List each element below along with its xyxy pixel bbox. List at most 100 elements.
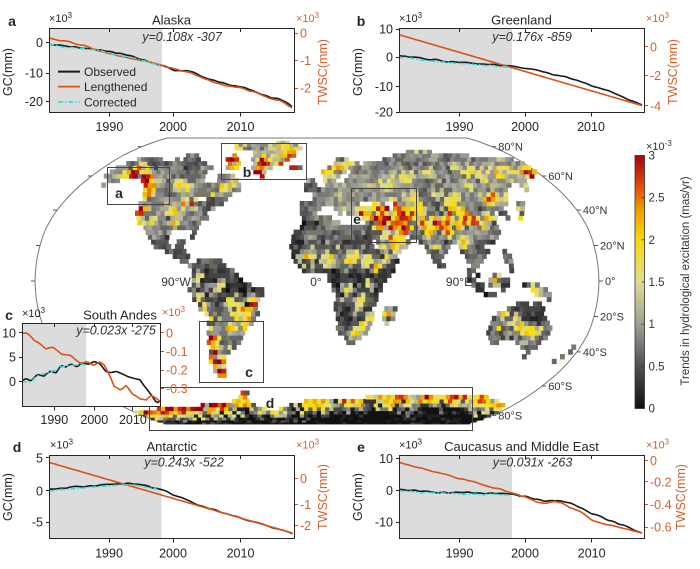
svg-text:2010: 2010 <box>578 547 606 561</box>
svg-text:90°W: 90°W <box>161 275 191 289</box>
svg-text:×103: ×103 <box>50 438 74 452</box>
svg-text:-0.6: -0.6 <box>650 521 672 535</box>
svg-text:90°E: 90°E <box>446 275 472 289</box>
svg-text:c: c <box>5 307 13 323</box>
svg-text:0: 0 <box>300 472 307 486</box>
svg-text:Greenland: Greenland <box>491 13 552 28</box>
svg-text:TWSC(mm): TWSC(mm) <box>316 39 330 105</box>
svg-text:0: 0 <box>650 40 657 54</box>
svg-text:2010: 2010 <box>227 120 255 134</box>
svg-text:60°N: 60°N <box>548 171 573 183</box>
svg-text:80°N: 80°N <box>498 142 523 154</box>
svg-text:-10: -10 <box>375 516 393 530</box>
svg-text:5: 5 <box>36 451 43 465</box>
svg-text:10: 10 <box>379 23 393 37</box>
svg-text:GC(mm): GC(mm) <box>1 48 15 96</box>
svg-text:South Andes: South Andes <box>83 308 157 323</box>
svg-text:-0.4: -0.4 <box>650 498 672 512</box>
svg-text:×103: ×103 <box>646 438 670 452</box>
svg-text:Alaska: Alaska <box>152 13 192 28</box>
svg-text:-10: -10 <box>375 80 393 94</box>
svg-text:-1: -1 <box>300 498 311 512</box>
svg-text:1990: 1990 <box>40 413 68 427</box>
svg-text:-2: -2 <box>300 82 311 96</box>
svg-text:1.5: 1.5 <box>649 277 665 289</box>
svg-text:0: 0 <box>649 404 655 416</box>
svg-text:0: 0 <box>650 454 657 468</box>
svg-text:2010: 2010 <box>119 413 147 427</box>
svg-text:Caucasus and Middle East: Caucasus and Middle East <box>444 439 599 454</box>
svg-text:1990: 1990 <box>95 547 123 561</box>
svg-text:20°S: 20°S <box>600 311 624 323</box>
svg-text:×103: ×103 <box>49 11 73 25</box>
svg-text:Antarctic: Antarctic <box>146 439 197 454</box>
svg-text:a: a <box>115 185 123 201</box>
svg-text:-1: -1 <box>300 54 311 68</box>
svg-text:2000: 2000 <box>80 413 108 427</box>
svg-text:1990: 1990 <box>95 120 123 134</box>
svg-text:y=0.023x -275: y=0.023x -275 <box>75 324 156 338</box>
svg-text:0°: 0° <box>605 276 616 288</box>
svg-text:40°N: 40°N <box>583 205 608 217</box>
svg-text:Observed: Observed <box>84 65 136 79</box>
svg-text:2000: 2000 <box>159 547 187 561</box>
svg-text:-0.2: -0.2 <box>166 364 188 378</box>
svg-text:d: d <box>13 439 22 455</box>
svg-text:2000: 2000 <box>511 120 539 134</box>
svg-text:×103: ×103 <box>22 306 46 320</box>
svg-text:-0.1: -0.1 <box>166 345 188 359</box>
svg-text:2010: 2010 <box>227 547 255 561</box>
svg-text:-10: -10 <box>25 67 43 81</box>
svg-text:0: 0 <box>386 51 393 65</box>
svg-text:2: 2 <box>649 235 655 247</box>
svg-text:3: 3 <box>649 151 655 163</box>
svg-text:2000: 2000 <box>159 120 187 134</box>
svg-text:GC(mm): GC(mm) <box>351 48 365 96</box>
svg-text:-0.3: -0.3 <box>166 382 188 396</box>
svg-text:Trends in hydrological excitat: Trends in hydrological excitation (mas/y… <box>680 176 692 385</box>
svg-text:y=0.176x -859: y=0.176x -859 <box>491 30 572 44</box>
svg-text:20°N: 20°N <box>600 241 625 253</box>
svg-text:×103: ×103 <box>162 305 186 319</box>
svg-text:d: d <box>266 395 275 411</box>
svg-text:e: e <box>353 211 361 227</box>
svg-text:-0.2: -0.2 <box>650 475 672 489</box>
svg-text:0: 0 <box>300 27 307 41</box>
svg-text:×103: ×103 <box>399 11 423 25</box>
svg-text:0: 0 <box>166 326 173 340</box>
svg-text:b: b <box>243 164 252 180</box>
svg-text:1990: 1990 <box>446 547 474 561</box>
svg-text:a: a <box>8 13 16 29</box>
svg-text:0: 0 <box>386 484 393 498</box>
svg-text:-20: -20 <box>25 95 43 109</box>
svg-text:y=0.108x -307: y=0.108x -307 <box>141 30 223 44</box>
svg-text:0°: 0° <box>310 275 322 289</box>
svg-text:b: b <box>357 13 366 29</box>
svg-text:TWSC(mm): TWSC(mm) <box>666 39 680 105</box>
svg-text:40°S: 40°S <box>583 347 607 359</box>
svg-text:×103: ×103 <box>296 11 320 25</box>
svg-text:1990: 1990 <box>446 120 474 134</box>
svg-text:80°S: 80°S <box>498 410 522 422</box>
svg-text:Lengthened: Lengthened <box>84 80 147 94</box>
svg-text:-2: -2 <box>300 519 311 533</box>
svg-text:60°S: 60°S <box>548 381 572 393</box>
svg-text:2.5: 2.5 <box>649 193 665 205</box>
svg-text:10: 10 <box>2 326 16 340</box>
svg-text:10: 10 <box>379 452 393 466</box>
svg-text:-2: -2 <box>650 69 661 83</box>
svg-text:0: 0 <box>9 375 16 389</box>
svg-text:Corrected: Corrected <box>84 96 137 110</box>
svg-text:0: 0 <box>36 36 43 50</box>
svg-text:-4: -4 <box>650 99 661 113</box>
svg-text:c: c <box>245 364 253 380</box>
svg-text:y=0.031x -263: y=0.031x -263 <box>492 456 573 470</box>
svg-text:2010: 2010 <box>577 120 605 134</box>
svg-text:GC(mm): GC(mm) <box>351 473 365 521</box>
svg-text:2000: 2000 <box>511 547 539 561</box>
svg-text:1: 1 <box>649 319 655 331</box>
svg-text:TWSC(mm): TWSC(mm) <box>316 464 330 530</box>
svg-text:×103: ×103 <box>296 438 320 452</box>
svg-text:-20: -20 <box>375 106 393 120</box>
svg-text:0: 0 <box>36 484 43 498</box>
